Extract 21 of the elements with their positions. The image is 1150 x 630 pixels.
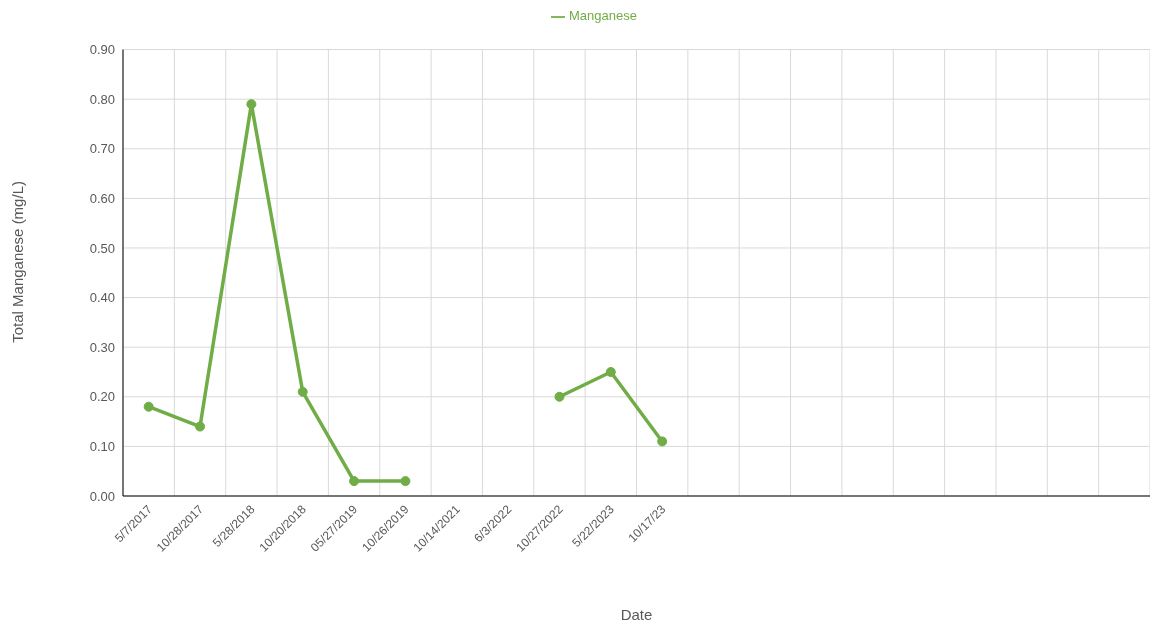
y-tick-label: 0.60 (89, 190, 115, 206)
point (657, 436, 668, 447)
y-tick-label: 0.80 (89, 91, 115, 107)
y-tick-label: 0.10 (89, 439, 115, 455)
y-tick-label: 0.20 (89, 389, 115, 405)
y-tick-label: 0.70 (89, 141, 115, 157)
y-axis-title: Total Manganese (mg/L) (9, 181, 27, 343)
y-tick-label: 0.00 (89, 488, 115, 504)
x-axis-title: Date (619, 606, 654, 623)
point (297, 386, 308, 397)
y-tick-label: 0.40 (89, 290, 115, 306)
y-tick-label: 0.30 (89, 339, 115, 355)
point (605, 366, 616, 377)
point (554, 391, 565, 402)
point (143, 401, 154, 412)
y-tick-label: 0.90 (89, 42, 115, 58)
point (349, 476, 360, 487)
legend-label: Manganese (569, 8, 637, 23)
point (400, 476, 411, 487)
point (195, 421, 206, 432)
y-tick-label: 0.50 (89, 240, 115, 256)
